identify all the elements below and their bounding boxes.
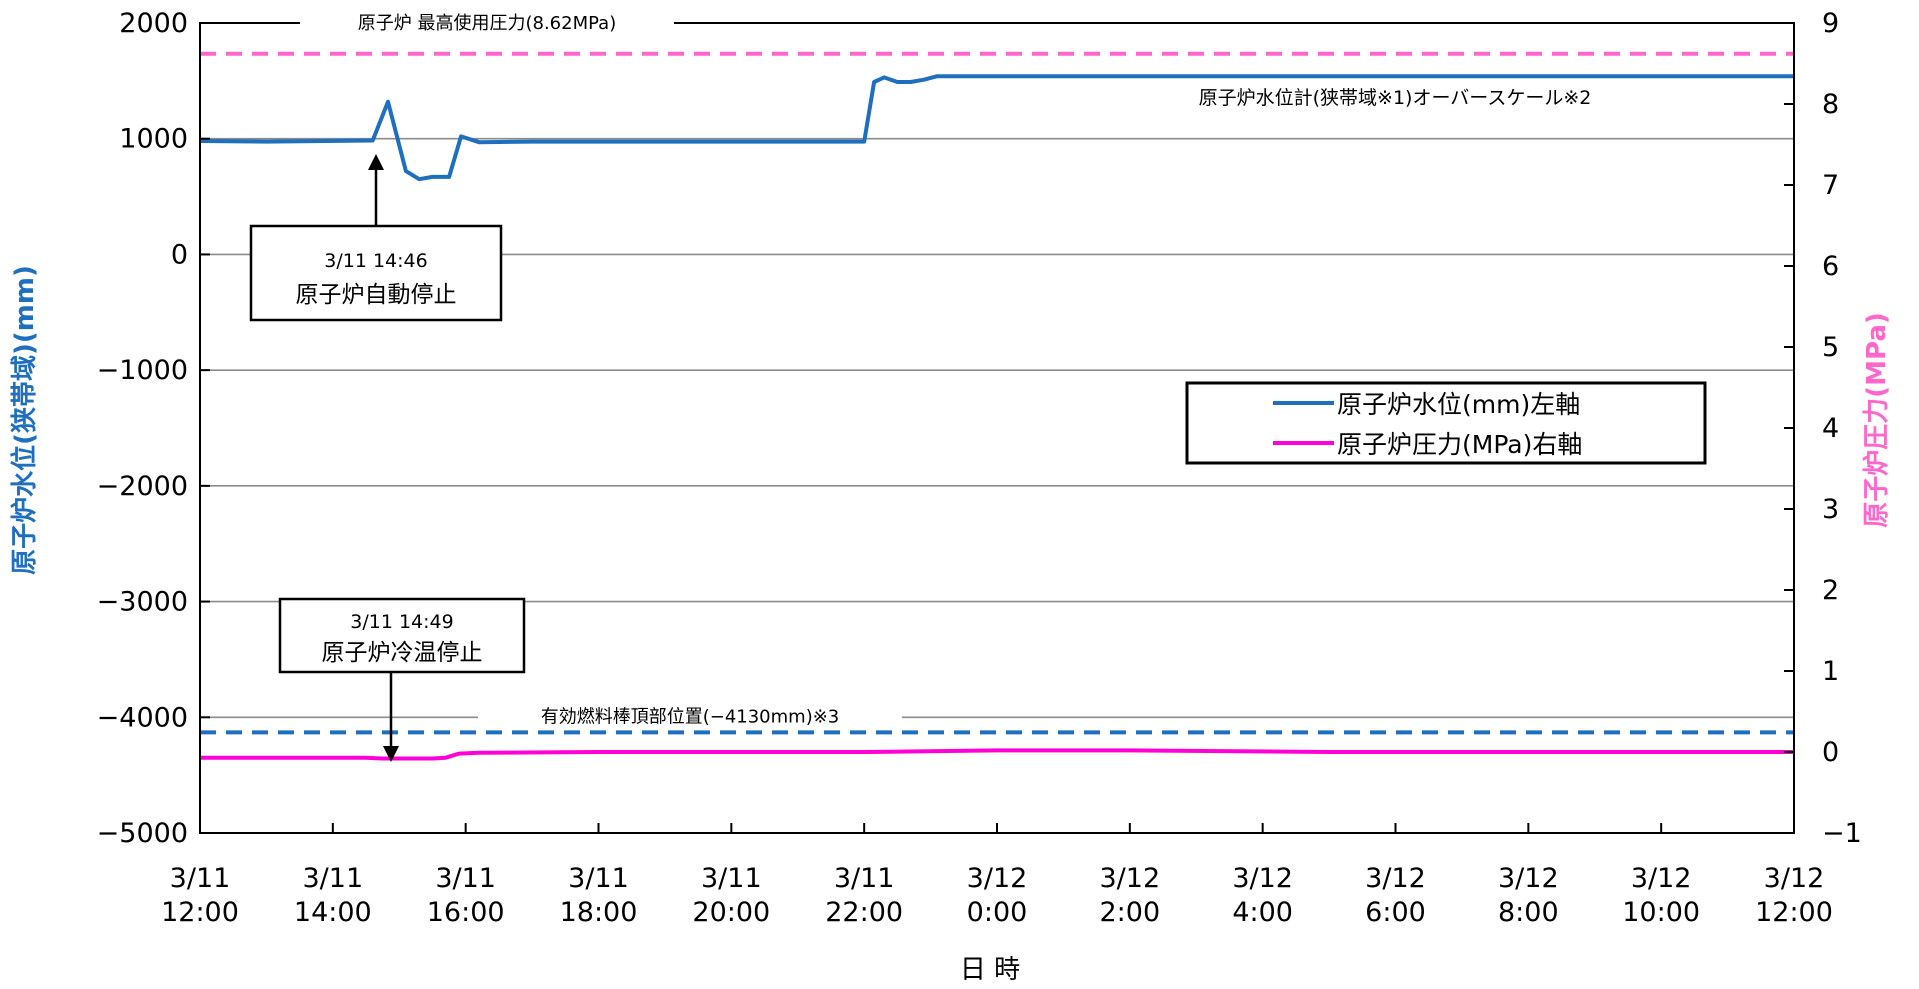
legend-water-level-label: 原子炉水位(mm)左軸 <box>1337 390 1580 419</box>
scram-text: 原子炉自動停止 <box>296 282 457 308</box>
y-right-tick-label: 6 <box>1822 251 1839 282</box>
x-tick-label-time: 8:00 <box>1498 897 1559 928</box>
y-axis-right-ticks: 9 8 7 6 5 4 3 2 1 0 −1 <box>1784 8 1862 849</box>
scram-arrow-head <box>368 154 384 170</box>
y-right-tick-label: 4 <box>1822 413 1839 444</box>
cold-shutdown-annotation: 3/11 14:49 原子炉冷温停止 <box>280 599 524 762</box>
y-right-tick-label: −1 <box>1822 818 1862 849</box>
overscale-annotation: 原子炉水位計(狭帯域※1)オーバースケール※2 <box>1199 87 1592 109</box>
max-pressure-label: 原子炉 最高使用圧力(8.62MPa) <box>358 13 616 34</box>
x-tick-label-date: 3/11 <box>568 863 629 894</box>
x-tick-label-date: 3/11 <box>701 863 762 894</box>
x-tick-label-time: 0:00 <box>967 897 1028 928</box>
y-axis-left-label: 原子炉水位(狭帯域)(mm) <box>9 265 40 575</box>
y-left-tick-label: −2000 <box>97 471 188 502</box>
x-tick-label-date: 3/11 <box>170 863 231 894</box>
x-tick-label-date: 3/11 <box>303 863 364 894</box>
x-tick-label-time: 6:00 <box>1365 897 1426 928</box>
x-tick-label-time: 4:00 <box>1232 897 1293 928</box>
y-axis-right-label: 原子炉圧力(MPa) <box>1862 312 1892 528</box>
y-left-tick-label: 2000 <box>119 8 188 39</box>
y-right-tick-label: 9 <box>1822 8 1839 39</box>
y-right-tick-label: 2 <box>1822 575 1839 606</box>
y-right-tick-label: 0 <box>1822 737 1839 768</box>
y-right-tick-label: 7 <box>1822 170 1839 201</box>
x-tick-label-date: 3/12 <box>1631 863 1692 894</box>
y-left-tick-label: −5000 <box>97 818 188 849</box>
x-tick-label-time: 16:00 <box>427 897 505 928</box>
y-left-tick-label: 0 <box>171 239 188 270</box>
scram-annotation: 3/11 14:46 原子炉自動停止 <box>251 154 501 320</box>
x-tick-label-time: 14:00 <box>294 897 372 928</box>
x-tick-label-date: 3/11 <box>435 863 496 894</box>
y-right-tick-label: 3 <box>1822 494 1839 525</box>
x-tick-label-time: 22:00 <box>825 897 903 928</box>
cold-shutdown-text: 原子炉冷温停止 <box>322 640 483 666</box>
fuel-top-label: 有効燃料棒頂部位置(−4130mm)※3 <box>541 706 840 727</box>
series-line-1 <box>200 750 1794 758</box>
y-left-tick-label: −4000 <box>97 702 188 733</box>
x-axis-label: 日 時 <box>960 955 1020 985</box>
x-tick-label-date: 3/12 <box>1100 863 1161 894</box>
x-tick-label-time: 12:00 <box>1755 897 1833 928</box>
x-tick-label-date: 3/12 <box>1764 863 1825 894</box>
scram-time: 3/11 14:46 <box>324 250 427 272</box>
x-tick-label-date: 3/12 <box>1365 863 1426 894</box>
x-tick-label-date: 3/12 <box>967 863 1028 894</box>
x-tick-label-time: 10:00 <box>1622 897 1700 928</box>
y-left-tick-label: 1000 <box>119 124 188 155</box>
y-right-tick-label: 5 <box>1822 332 1839 363</box>
cold-shutdown-time: 3/11 14:49 <box>350 611 453 633</box>
legend-pressure-label: 原子炉圧力(MPa)右軸 <box>1337 430 1582 459</box>
x-tick-label-time: 12:00 <box>161 897 239 928</box>
legend: 原子炉水位(mm)左軸 原子炉圧力(MPa)右軸 <box>1187 383 1705 463</box>
x-tick-label-time: 18:00 <box>560 897 638 928</box>
x-tick-label-date: 3/11 <box>834 863 895 894</box>
y-axis-left-ticks: 2000 1000 0 −1000 −2000 −3000 −4000 −5000 <box>97 8 210 849</box>
x-tick-label-date: 3/12 <box>1498 863 1559 894</box>
x-axis-ticks: 3/1112:003/1114:003/1116:003/1118:003/11… <box>161 823 1833 928</box>
x-tick-label-time: 20:00 <box>692 897 770 928</box>
y-left-tick-label: −1000 <box>97 355 188 386</box>
y-right-tick-label: 1 <box>1822 656 1839 687</box>
y-left-tick-label: −3000 <box>97 587 188 618</box>
x-tick-label-time: 2:00 <box>1100 897 1161 928</box>
x-tick-label-date: 3/12 <box>1232 863 1293 894</box>
y-right-tick-label: 8 <box>1822 89 1839 120</box>
